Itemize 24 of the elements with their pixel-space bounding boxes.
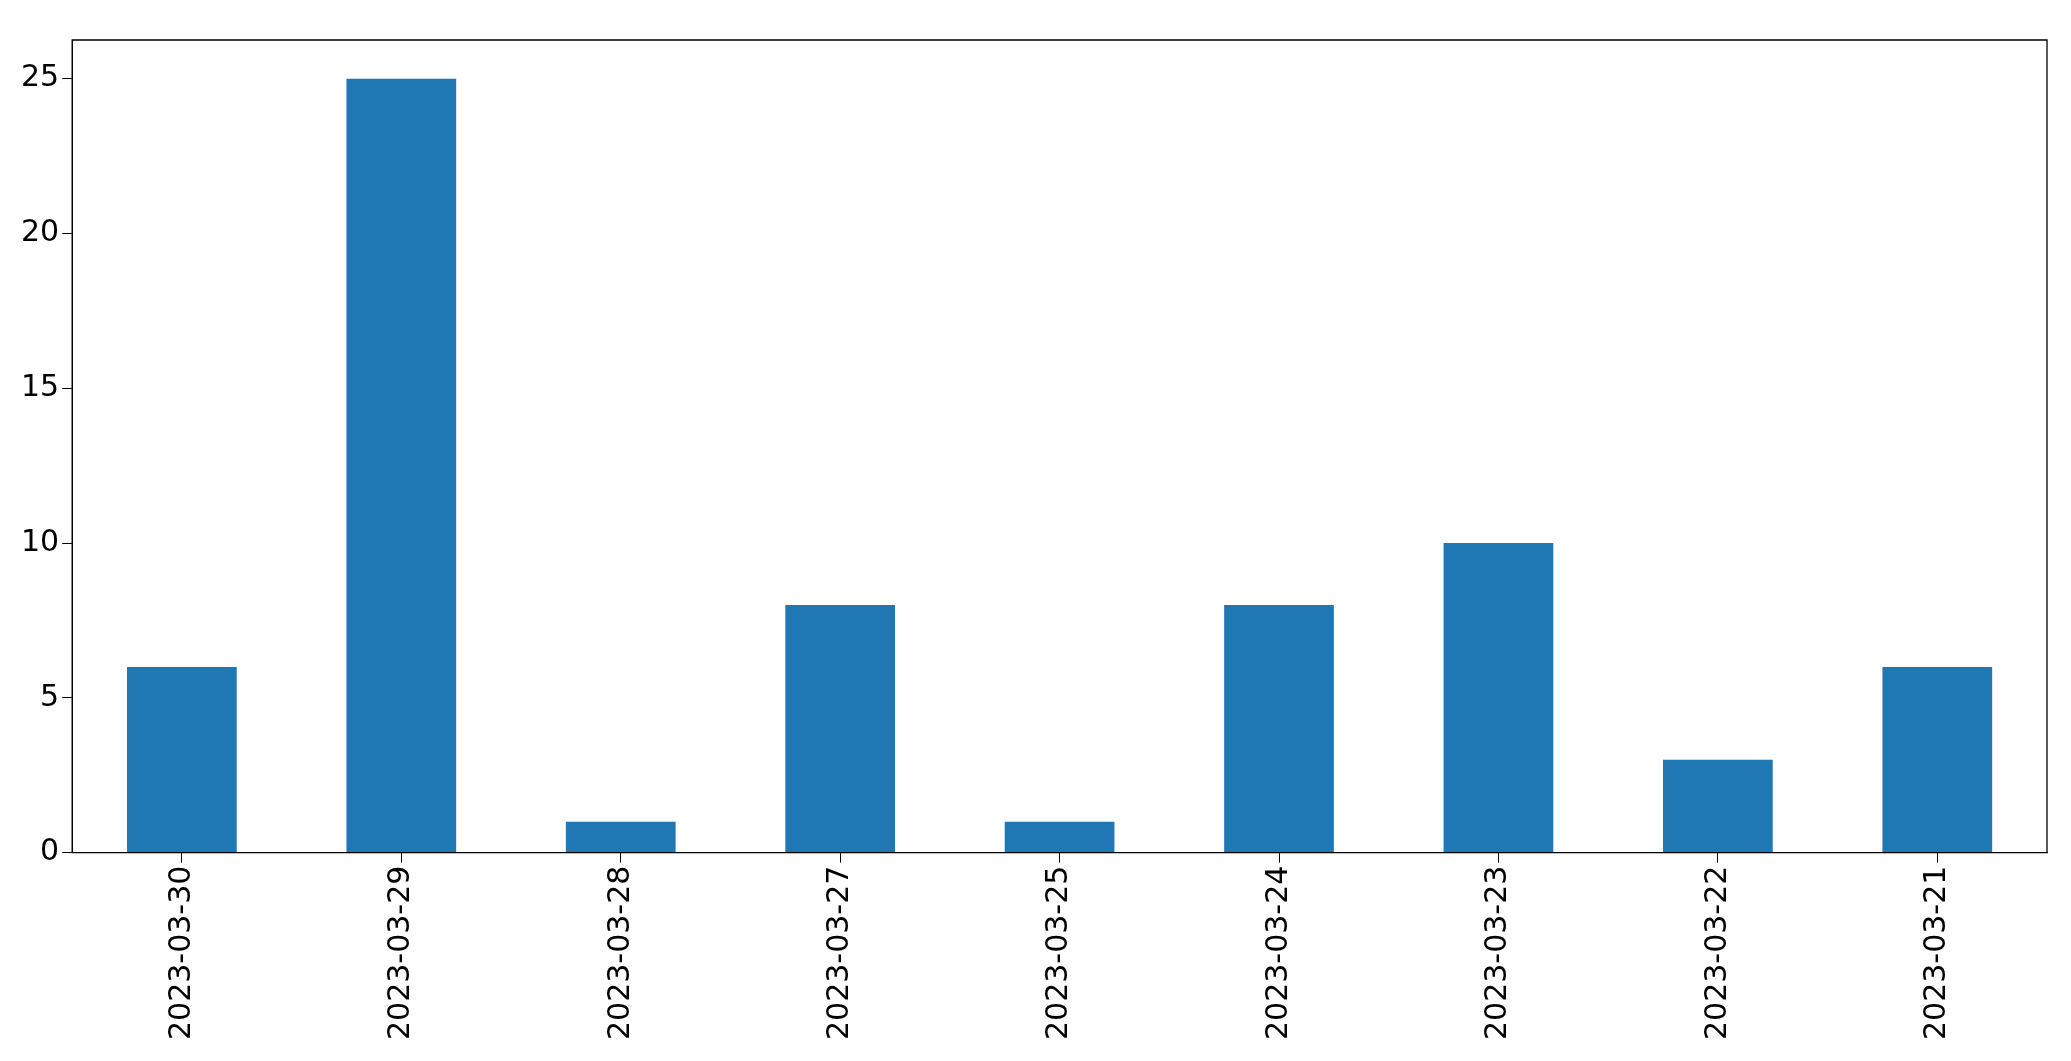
y-tick-label: 25	[20, 58, 60, 94]
bar	[346, 78, 457, 853]
bar	[1882, 666, 1993, 853]
bar	[785, 604, 896, 853]
x-tick-label: 2023-03-29	[381, 865, 417, 1041]
y-tick-label: 15	[20, 368, 60, 404]
bar	[1224, 604, 1334, 853]
x-tick-label: 2023-03-23	[1478, 865, 1514, 1041]
x-tick-label: 2023-03-25	[1039, 865, 1075, 1041]
x-tick-label: 2023-03-22	[1697, 865, 1733, 1041]
bar	[1004, 821, 1115, 853]
y-tick-label: 5	[40, 677, 60, 713]
x-tick-label: 2023-03-21	[1917, 865, 1953, 1041]
y-tick-label: 20	[20, 213, 60, 249]
bar	[1663, 759, 1773, 853]
x-tick-label: 2023-03-30	[161, 865, 197, 1041]
bar	[565, 821, 676, 853]
y-tick-label: 10	[20, 522, 60, 558]
bar	[127, 666, 237, 853]
x-tick-label: 2023-03-24	[1258, 865, 1294, 1041]
x-tick-label: 2023-03-27	[819, 865, 855, 1041]
x-tick-label: 2023-03-28	[600, 865, 636, 1041]
y-tick-label: 0	[40, 832, 60, 868]
bar	[1443, 543, 1554, 853]
